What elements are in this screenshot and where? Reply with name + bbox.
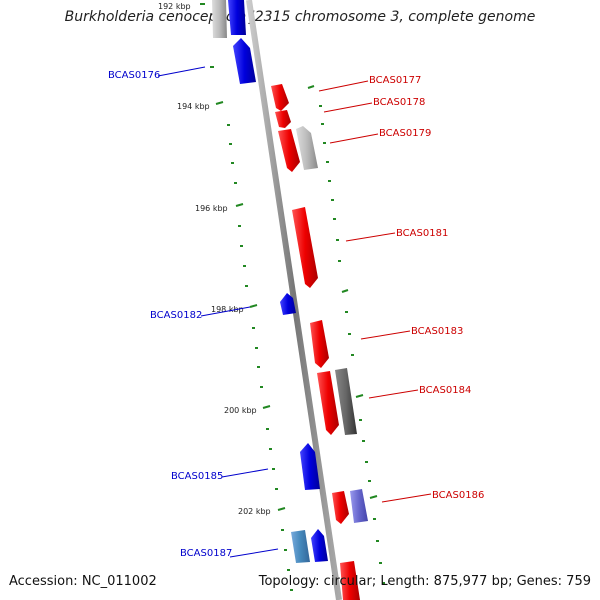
gene-label-bcas0185[interactable]: BCAS0185 — [171, 471, 223, 482]
tick-label-194: 194 kbp — [177, 102, 210, 111]
tick-labels: 192 kbp 194 kbp 196 kbp 198 kbp 200 kbp … — [158, 2, 271, 516]
feature-top-gray[interactable] — [212, 0, 227, 38]
feature-bcas0185[interactable] — [300, 443, 320, 490]
gene-label-bcas0179[interactable]: BCAS0179 — [379, 128, 431, 139]
feature-bcas0181[interactable] — [292, 207, 318, 288]
feature-bcas0179-gray[interactable] — [296, 126, 318, 170]
gene-labels: BCAS0176 BCAS0177 BCAS0178 BCAS0179 BCAS… — [108, 70, 484, 559]
genome-summary-text: Topology: circular; Length: 875,977 bp; … — [258, 574, 591, 589]
feature-bcas0186-lav[interactable] — [350, 489, 368, 523]
gene-label-bcas0187[interactable]: BCAS0187 — [180, 548, 232, 559]
right-tick-ruler — [307, 85, 385, 584]
feature-bcas0186-red[interactable] — [332, 491, 349, 524]
tick-label-192: 192 kbp — [158, 2, 191, 11]
gene-label-bcas0178[interactable]: BCAS0178 — [373, 97, 425, 108]
gene-label-bcas0184[interactable]: BCAS0184 — [419, 385, 471, 396]
left-tick-ruler — [200, 3, 293, 591]
gene-label-bcas0181[interactable]: BCAS0181 — [396, 228, 448, 239]
gene-label-bcas0176[interactable]: BCAS0176 — [108, 70, 160, 81]
feature-bcas0179-red[interactable] — [278, 129, 300, 172]
map-title: Burkholderia cenocepacia J2315 chromosom… — [64, 9, 536, 25]
feature-top-blue[interactable] — [228, 0, 246, 35]
feature-bcas0176[interactable] — [233, 38, 256, 84]
gene-label-bcas0183[interactable]: BCAS0183 — [411, 326, 463, 337]
gene-label-bcas0177[interactable]: BCAS0177 — [369, 75, 421, 86]
gene-features — [212, 0, 368, 600]
feature-bottom-red[interactable] — [340, 561, 360, 600]
feature-bcas0187-blue[interactable] — [311, 529, 328, 562]
feature-bcas0187-steel[interactable] — [291, 530, 310, 563]
gene-label-bcas0186[interactable]: BCAS0186 — [432, 490, 484, 501]
tick-label-198: 198 kbp — [211, 305, 244, 314]
feature-bcas0182[interactable] — [280, 293, 296, 315]
tick-label-202: 202 kbp — [238, 507, 271, 516]
feature-bcas0178[interactable] — [275, 110, 291, 128]
tick-label-196: 196 kbp — [195, 204, 228, 213]
label-connectors — [157, 66, 432, 558]
gene-label-bcas0182[interactable]: BCAS0182 — [150, 310, 202, 321]
backbone-line — [246, 0, 342, 600]
feature-bcas0184-red[interactable] — [317, 371, 339, 435]
tick-label-200: 200 kbp — [224, 406, 257, 415]
feature-bcas0183[interactable] — [310, 320, 329, 368]
accession-text: Accession: NC_011002 — [9, 574, 157, 589]
feature-bcas0177[interactable] — [271, 84, 289, 111]
feature-bcas0184-dark[interactable] — [335, 368, 357, 435]
